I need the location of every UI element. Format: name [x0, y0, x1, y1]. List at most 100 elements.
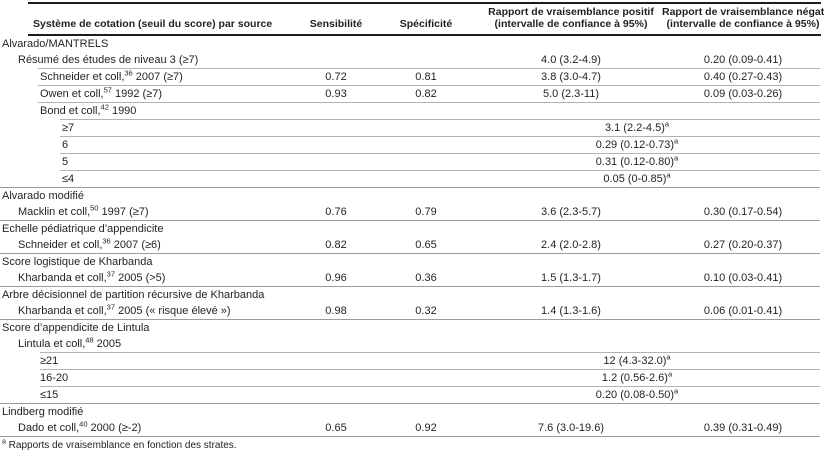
source-label: ≥7 [62, 121, 75, 134]
cell-specificity [372, 103, 480, 119]
group-row: Alvarado/MANTRELS [0, 36, 824, 52]
cell-lr-negative [662, 221, 824, 237]
cell-source: Bond et coll,42 1990 [0, 103, 300, 119]
source-label: ≤15 [40, 388, 59, 401]
row-separator [38, 101, 820, 103]
lr-stratum-value: 3.1 (2.2-4.5) [604, 121, 665, 134]
cell-sensitivity: 0.96 [325, 271, 347, 284]
table-footnote: a Rapports de vraisemblance en fonction … [0, 437, 824, 452]
cell-specificity: 0.65 [415, 238, 437, 251]
cell-source: Kharbanda et coll,37 2005 (« risque élev… [0, 303, 300, 319]
table-top-rule [28, 2, 821, 4]
cell-lr-positive [480, 221, 662, 237]
lr-stratum-value: 0.20 (0.08-0.50) [595, 388, 675, 401]
source-label: Lintula et coll, [18, 337, 86, 350]
stratum-footnote-marker: a [667, 368, 673, 378]
cell-source: Score d’appendicite de Lintula [0, 320, 300, 336]
cell-lr-positive: 7.6 (3.0-19.6) [537, 421, 605, 434]
cell-sensitivity: 0.76 [325, 205, 347, 218]
cell-source: Echelle pédiatrique d’appendicite [0, 221, 300, 237]
cell-source: Kharbanda et coll,37 2005 (>5) [0, 270, 300, 286]
cell-specificity: 0.32 [415, 304, 437, 317]
group-row: Echelle pédiatrique d’appendicite [0, 221, 824, 237]
cell-source: Dado et coll,40 2000 (≥-2) [0, 420, 300, 436]
cell-sensitivity: 0.72 [325, 70, 347, 83]
citation-superscript: 48 [85, 334, 94, 344]
citation-superscript: 50 [90, 202, 99, 212]
source-label: Alvarado/MANTRELS [2, 37, 109, 50]
table-row: Owen et coll,57 1992 (≥7) 0.93 0.82 5.0 (2.… [0, 86, 824, 102]
lr-stratum-value: 12 (4.3-32.0) [603, 354, 667, 367]
cell-sensitivity [300, 254, 372, 270]
cell-lr-stratum-value: 0.05 (0-0.85)a [480, 171, 824, 187]
cell-lr-positive: 5.0 (2.3-11) [542, 87, 600, 100]
section-divider [0, 219, 820, 221]
source-label-suffix: 1997 (≥7) [98, 205, 149, 218]
cell-lr-positive [480, 336, 662, 352]
strata-row: ≤15 0.20 (0.08-0.50)a [0, 387, 824, 403]
table-header-row: Système de cotation (seuil du score) par… [0, 4, 824, 34]
cell-source: ≤15 [0, 387, 300, 403]
cell-source: Schneider et coll,36 2007 (≥7) [0, 69, 300, 85]
table-row: Résumé des études de niveau 3 (≥7) 4.0 (3… [0, 52, 824, 68]
cell-source: 5 [0, 154, 300, 170]
row-separator [40, 368, 820, 370]
cell-lr-positive [480, 103, 662, 119]
source-label-suffix: 1992 (≥7) [111, 87, 163, 100]
table-bottom-rule [0, 435, 820, 437]
cell-lr-negative: 0.30 (0.17-0.54) [703, 205, 783, 218]
strata-row: ≤4 0.05 (0-0.85)a [0, 171, 824, 187]
lr-stratum-value: 0.31 (0.12-0.80) [595, 155, 675, 168]
cell-lr-positive [480, 36, 662, 52]
column-header-lr-negative-line2: (intervalle de confiance à 95%) [666, 18, 820, 30]
cell-sensitivity [300, 103, 372, 119]
row-separator [60, 118, 820, 120]
cell-lr-positive: 2.4 (2.0-2.8) [541, 238, 601, 251]
row-separator [60, 152, 820, 154]
cell-specificity: 0.79 [415, 205, 437, 218]
citation-superscript: 57 [103, 84, 112, 94]
cell-lr-negative: 0.27 (0.20-0.37) [703, 238, 783, 251]
table-row: Kharbanda et coll,37 2005 (« risque élev… [0, 303, 824, 319]
strata-row: 6 0.29 (0.12-0.73)a [0, 137, 824, 153]
cell-lr-negative [662, 254, 824, 270]
cell-lr-negative [662, 36, 824, 52]
source-label: Kharbanda et coll, [18, 304, 107, 317]
cell-sensitivity [300, 221, 372, 237]
cell-specificity: 0.81 [415, 70, 437, 83]
source-label: 6 [62, 138, 69, 151]
source-label: Score d’appendicite de Lintula [2, 321, 150, 334]
cell-specificity: 0.92 [415, 421, 437, 434]
source-label: Lindberg modifié [2, 405, 84, 418]
cell-lr-positive [480, 320, 662, 336]
source-label: 5 [62, 155, 69, 168]
cell-source: Score logistique de Kharbanda [0, 254, 300, 270]
source-label: Schneider et coll, [18, 238, 103, 251]
stratum-footnote-marker: a [666, 169, 671, 179]
footnote-text: Rapports de vraisemblance en fonction de… [5, 439, 237, 451]
cell-lr-positive: 3.8 (3.0-4.7) [541, 70, 601, 83]
cell-lr-negative: 0.20 (0.09-0.41) [703, 53, 783, 66]
strata-row: ≥21 12 (4.3-32.0)a [0, 353, 824, 369]
source-label: Macklin et coll, [18, 205, 91, 218]
cell-lr-stratum-value: 0.20 (0.08-0.50)a [480, 387, 824, 403]
citation-superscript: 42 [100, 101, 109, 111]
cell-sensitivity [300, 188, 372, 204]
cell-specificity [372, 320, 480, 336]
cell-lr-positive [480, 188, 662, 204]
citation-superscript: 37 [106, 301, 116, 311]
row-separator [60, 135, 820, 137]
section-divider [0, 186, 820, 188]
cell-lr-negative [662, 188, 824, 204]
cell-sensitivity [300, 404, 372, 420]
group-row: Lindberg modifié [0, 404, 824, 420]
source-label-suffix: 2005 (« risque élevé ») [115, 304, 231, 317]
section-divider [0, 318, 820, 320]
cell-source: Macklin et coll,50 1997 (≥7) [0, 204, 300, 220]
cell-lr-stratum-value: 3.1 (2.2-4.5)a [480, 120, 824, 136]
table-row: Schneider et coll,36 2007 (≥6) 0.82 0.65 2.… [0, 237, 824, 253]
cell-lr-stratum-value: 1.2 (0.56-2.6)a [480, 370, 824, 386]
cell-source: 16-20 [0, 370, 300, 386]
cell-source: Arbre décisionnel de partition récursive… [0, 287, 300, 303]
column-header-lr-positive: Rapport de vraisemblance positif (interv… [480, 6, 662, 31]
